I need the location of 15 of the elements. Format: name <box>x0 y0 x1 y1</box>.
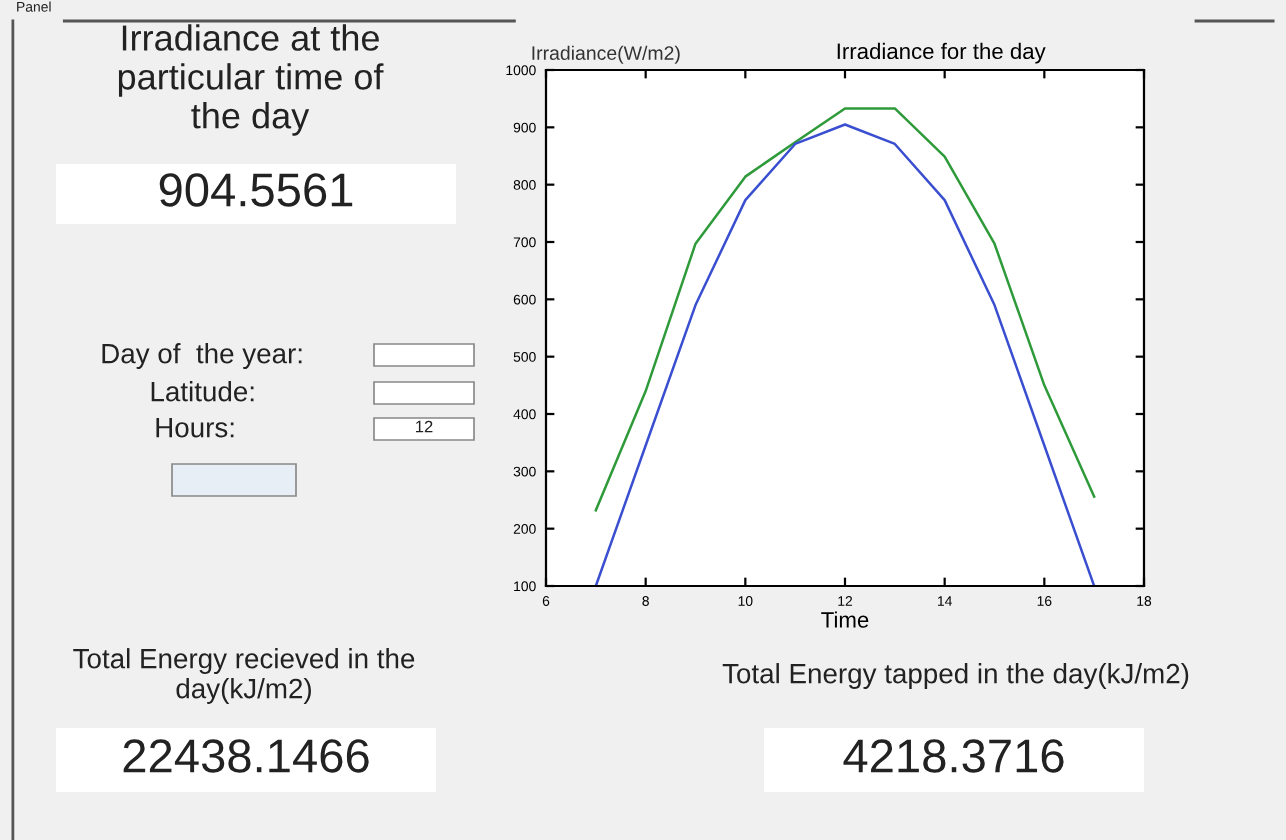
text: Irradiance at the particular time of the day <box>118 24 384 136</box>
chart-title: Irradiance for the day <box>837 42 1046 64</box>
line-series <box>594 107 1096 512</box>
text: Day of the year: <box>102 343 302 369</box>
x-axis-title: Time <box>821 611 869 628</box>
text: 4218.3716 <box>843 739 1064 773</box>
text: 12 <box>416 420 433 433</box>
y-axis-title: Irradiance(W/m2) <box>532 45 680 64</box>
text: Latitude: <box>151 381 254 402</box>
text: Total Energy tapped in the day(kJ/m2) <box>722 663 1189 689</box>
text: Hours: <box>156 418 234 438</box>
text: Total Energy recieved in the day(kJ/m2) <box>73 648 415 704</box>
line-series <box>594 123 1096 586</box>
text: 904.5561 <box>159 173 353 207</box>
text: 22438.1466 <box>123 739 369 773</box>
